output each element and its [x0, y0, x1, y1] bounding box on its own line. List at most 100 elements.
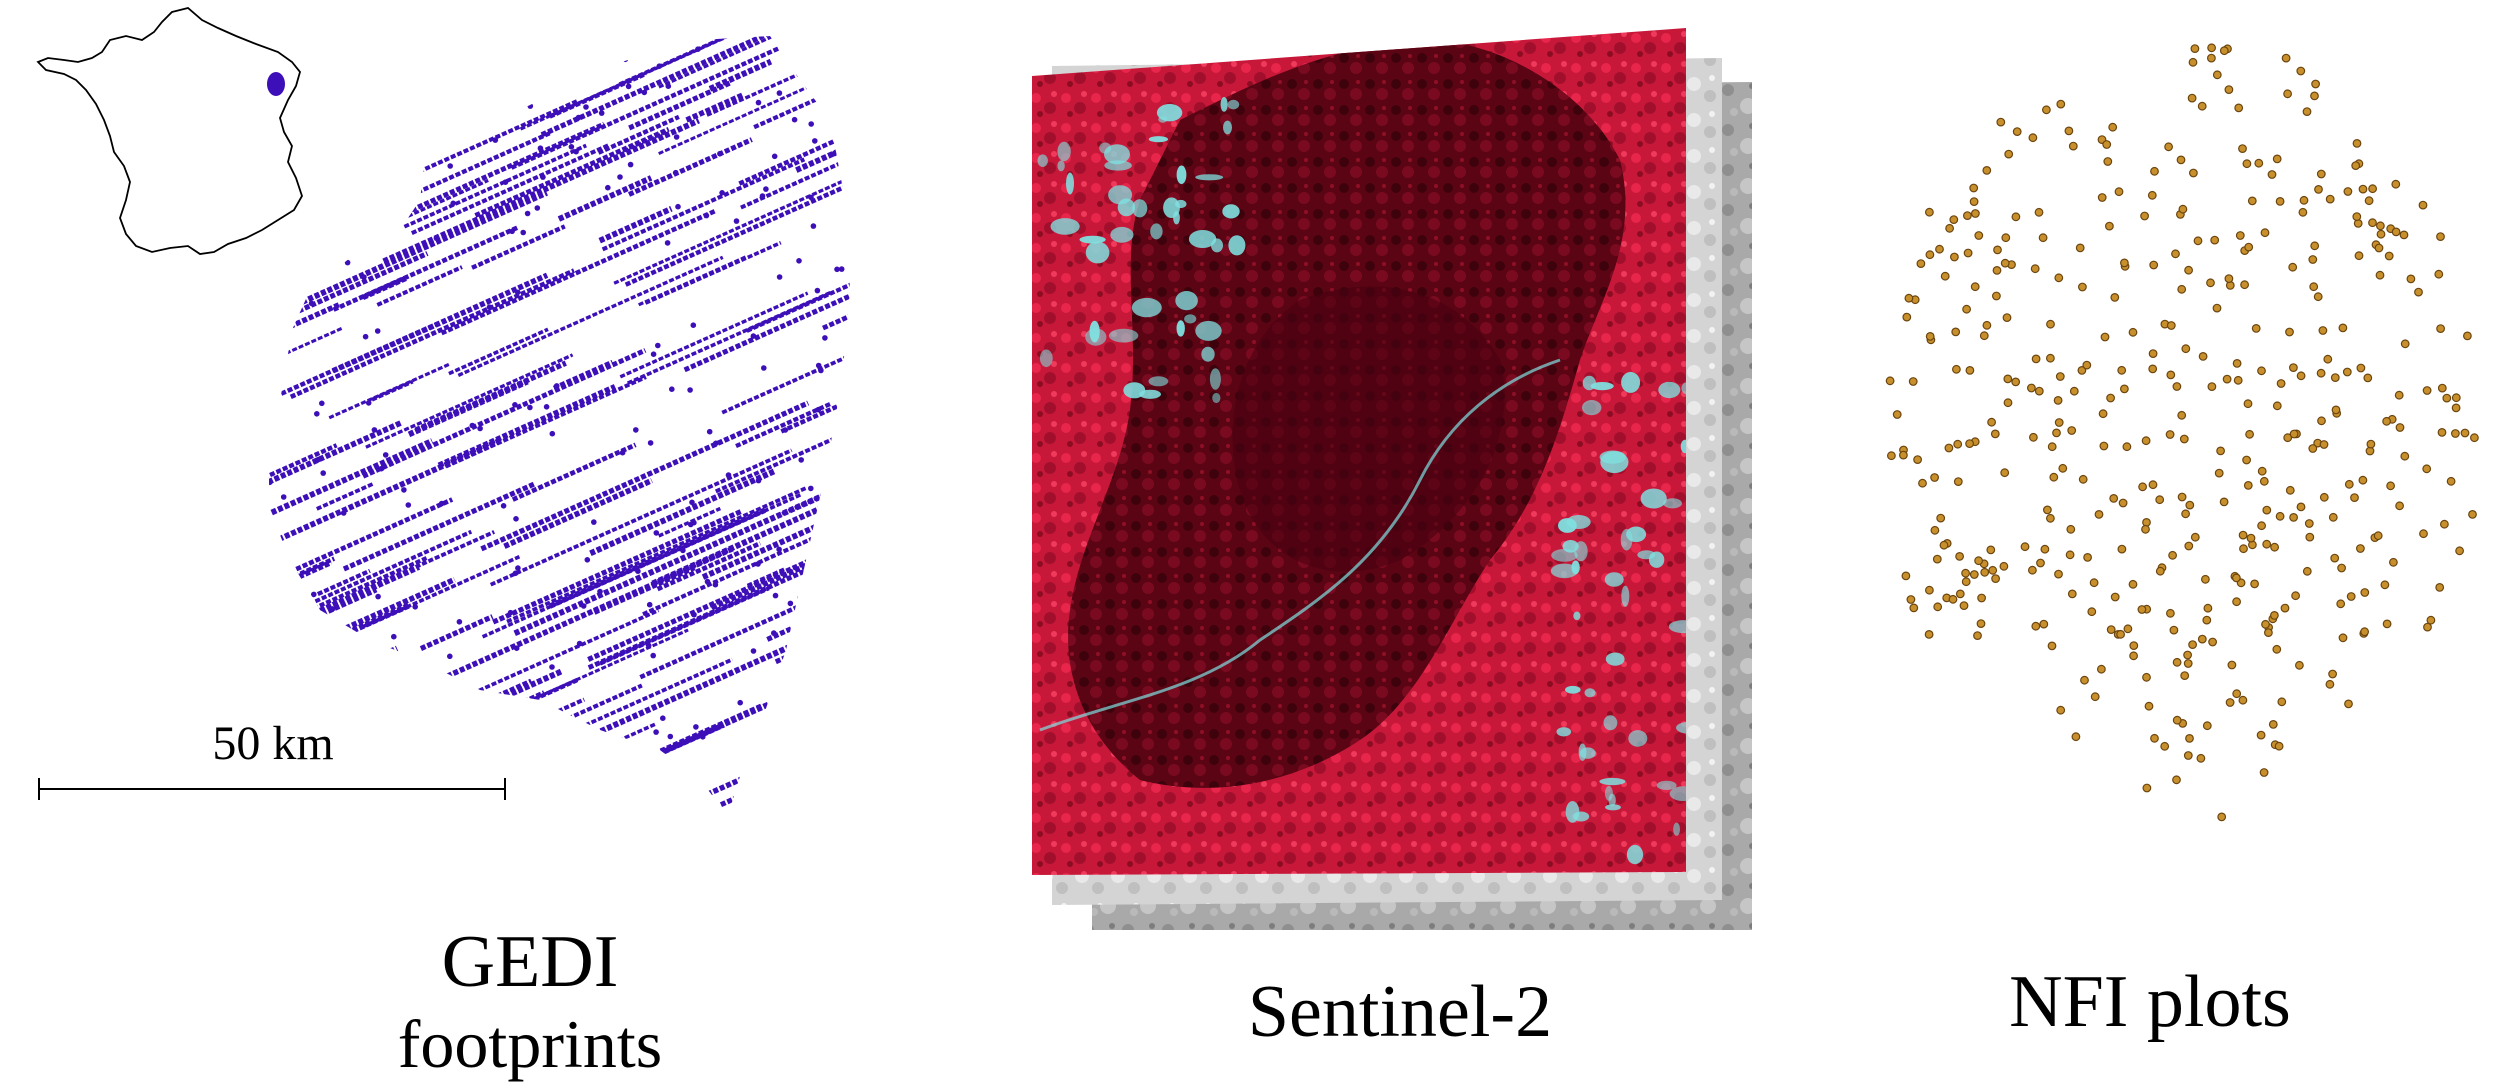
nfi-plot-point: [1987, 417, 1996, 427]
nfi-plot-point: [2299, 195, 2309, 205]
nfi-plot-point: [2364, 196, 2374, 206]
gedi-track: [601, 157, 806, 252]
gedi-footprint: [673, 134, 680, 140]
gedi-footprint: [791, 116, 798, 123]
nfi-plot-point: [2250, 579, 2260, 589]
gedi-track: [268, 443, 338, 500]
nfi-plot-point: [2207, 43, 2217, 53]
nfi-plot-point: [1944, 443, 1954, 453]
gedi-track: [471, 224, 566, 270]
nfi-plot-point: [2202, 721, 2212, 731]
nfi-plot-point: [2288, 262, 2298, 272]
nfi-plot-point: [2104, 221, 2114, 231]
scale-tick-right: [504, 778, 506, 800]
gedi-track: [536, 628, 689, 699]
gedi-track: [506, 486, 808, 624]
gedi-track: [714, 394, 850, 494]
cyan-patch: [1139, 389, 1161, 399]
gedi-footprint: [341, 217, 348, 223]
gedi-footprint: [706, 428, 713, 435]
gedi-footprint: [656, 800, 662, 807]
cyan-patch: [1574, 541, 1588, 562]
gedi-track: [316, 481, 375, 511]
gedi-footprint: [633, 427, 639, 433]
nfi-plot-point: [2275, 511, 2285, 521]
nfi-plot-point: [2083, 553, 2093, 562]
nfi-plot-point: [1901, 571, 1911, 581]
gedi-track: [657, 506, 722, 538]
cyan-patch: [1057, 160, 1065, 172]
nfi-plot-point: [2325, 679, 2335, 689]
gedi-track: [511, 442, 637, 502]
gedi-track: [624, 180, 850, 287]
nfi-plot-point: [2078, 474, 2088, 484]
gedi-track: [557, 175, 653, 222]
gedi-footprint: [438, 500, 445, 507]
nfi-plot-point: [2089, 578, 2099, 588]
nfi-plot-point: [2210, 235, 2220, 245]
gedi-track: [440, 208, 717, 336]
nfi-plot-point: [2368, 184, 2378, 194]
gedi-footprint: [848, 502, 850, 509]
gedi-footprint: [650, 652, 656, 659]
nfi-plot-point: [2144, 701, 2154, 711]
gedi-footprint: [815, 362, 822, 369]
nfi-plot-point: [2036, 558, 2045, 568]
nfi-plot-point: [2302, 566, 2312, 576]
nfi-plot-point: [2283, 89, 2293, 99]
nfi-plot-point: [2331, 405, 2341, 415]
cyan-patch: [1085, 241, 1110, 264]
gedi-track: [503, 477, 653, 549]
cyan-patch: [1148, 136, 1168, 143]
gedi-footprint: [703, 800, 709, 806]
nfi-plot-point: [1962, 211, 1972, 221]
nfi-plot-point: [2330, 373, 2340, 383]
gedi-footprint: [284, 248, 291, 255]
cyan-patch: [1551, 548, 1578, 562]
nfi-plot-point: [2046, 319, 2055, 329]
nfi-plot-point: [2177, 492, 2187, 502]
gedi-footprint: [365, 400, 372, 406]
nfi-plot-point: [2225, 698, 2235, 707]
nfi-plot-point: [2310, 241, 2320, 251]
nfi-plot-point: [2310, 91, 2319, 101]
gedi-track: [639, 603, 801, 680]
nfi-plot-point: [2054, 273, 2064, 283]
gedi-footprint: [268, 692, 269, 699]
nfi-plot-point: [2141, 436, 2151, 446]
gedi-track: [587, 551, 845, 670]
nfi-plot-point: [2436, 324, 2445, 334]
nfi-plot-point: [2172, 715, 2182, 725]
gedi-footprint: [512, 402, 518, 408]
gedi-footprint: [540, 174, 546, 180]
cyan-patch: [1227, 99, 1240, 110]
nfi-plot-point: [2257, 521, 2267, 531]
gedi-footprint: [524, 210, 531, 217]
gedi-footprint: [646, 601, 653, 608]
gedi-footprint: [619, 449, 626, 456]
nfi-plot-point: [2172, 382, 2182, 391]
nfi-plot-point: [2280, 603, 2290, 613]
nfi-plot-point: [2380, 580, 2390, 590]
nfi-plot-point: [1976, 619, 1986, 628]
nfi-plot-point: [2184, 541, 2194, 551]
gedi-footprint: [313, 189, 319, 196]
gedi-footprint: [750, 648, 757, 654]
nfi-plot-point: [1924, 630, 1934, 639]
gedi-footprint: [755, 561, 761, 567]
nfi-plot-point: [2198, 352, 2208, 361]
nfi-plot-point: [2056, 99, 2066, 109]
gedi-footprint: [368, 192, 374, 198]
nfi-plot-point: [2238, 144, 2247, 154]
nfi-plot-point: [2342, 367, 2352, 377]
gedi-track: [781, 444, 850, 516]
nfi-plot-point: [1991, 291, 2001, 301]
cyan-patch: [1582, 400, 1602, 416]
nfi-plot-point: [1925, 207, 1934, 217]
nfi-plot-point: [2140, 211, 2150, 221]
gedi-track: [268, 270, 298, 294]
nfi-plot-point: [2272, 644, 2282, 654]
nfi-plot-point: [2233, 375, 2243, 385]
gedi-track: [778, 680, 850, 718]
nfi-plot-point: [2047, 442, 2057, 452]
